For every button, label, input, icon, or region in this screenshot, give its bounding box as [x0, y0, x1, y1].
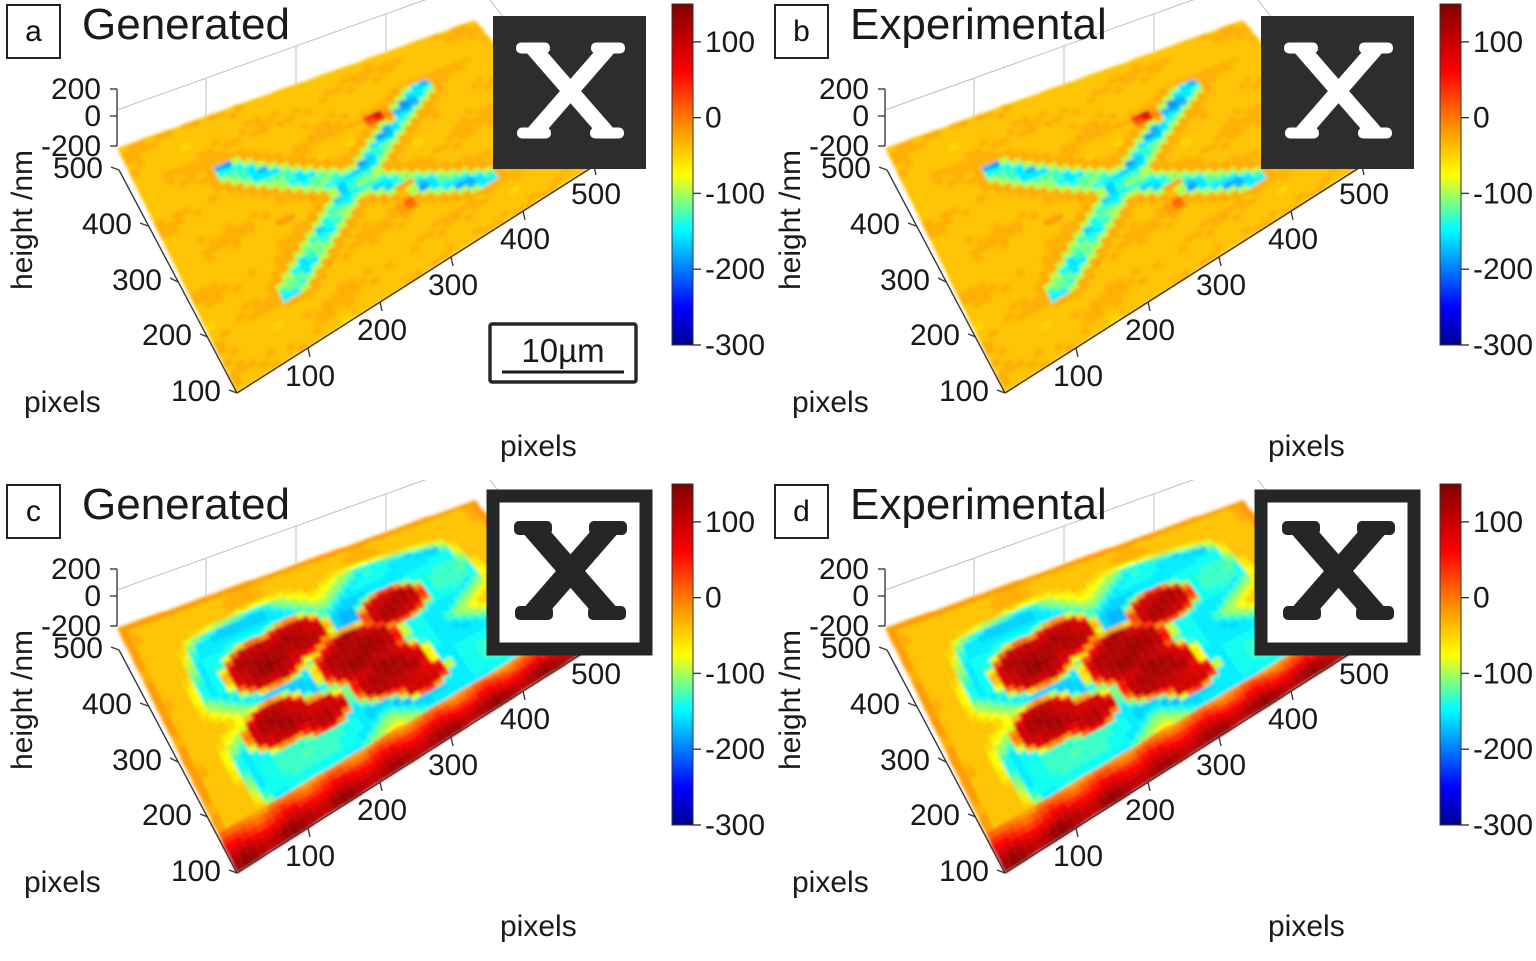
svg-text:0: 0	[705, 102, 722, 135]
svg-text:200: 200	[910, 319, 960, 352]
svg-text:400: 400	[850, 208, 900, 241]
svg-text:10µm: 10µm	[521, 332, 604, 369]
svg-text:0: 0	[84, 100, 101, 133]
svg-text:0: 0	[852, 100, 869, 133]
svg-text:400: 400	[82, 208, 132, 241]
svg-text:100: 100	[939, 375, 989, 408]
svg-text:500: 500	[53, 152, 103, 185]
svg-text:300: 300	[428, 269, 478, 302]
svg-text:200: 200	[357, 314, 407, 347]
svg-text:400: 400	[1268, 223, 1318, 256]
svg-text:100: 100	[1473, 26, 1523, 59]
svg-text:300: 300	[1196, 269, 1246, 302]
svg-text:height /nm: height /nm	[774, 150, 807, 290]
svg-text:200: 200	[142, 319, 192, 352]
svg-text:-200: -200	[705, 253, 765, 286]
svg-text:500: 500	[571, 178, 621, 211]
svg-text:-300: -300	[1473, 329, 1533, 362]
svg-text:-100: -100	[705, 177, 765, 210]
svg-text:300: 300	[112, 264, 162, 297]
svg-text:400: 400	[500, 223, 550, 256]
svg-text:100: 100	[285, 360, 335, 393]
svg-text:300: 300	[880, 264, 930, 297]
svg-text:100: 100	[1053, 360, 1103, 393]
svg-text:-100: -100	[1473, 177, 1533, 210]
svg-text:pixels: pixels	[500, 430, 577, 463]
svg-text:pixels: pixels	[24, 386, 101, 419]
svg-text:200: 200	[1125, 314, 1175, 347]
svg-text:100: 100	[705, 26, 755, 59]
svg-text:0: 0	[1473, 102, 1490, 135]
svg-text:500: 500	[821, 152, 871, 185]
svg-text:100: 100	[171, 375, 221, 408]
svg-text:pixels: pixels	[792, 386, 869, 419]
svg-text:pixels: pixels	[1268, 430, 1345, 463]
svg-text:500: 500	[1339, 178, 1389, 211]
svg-text:-200: -200	[1473, 253, 1533, 286]
svg-text:height /nm: height /nm	[6, 150, 39, 290]
svg-text:-300: -300	[705, 329, 765, 362]
